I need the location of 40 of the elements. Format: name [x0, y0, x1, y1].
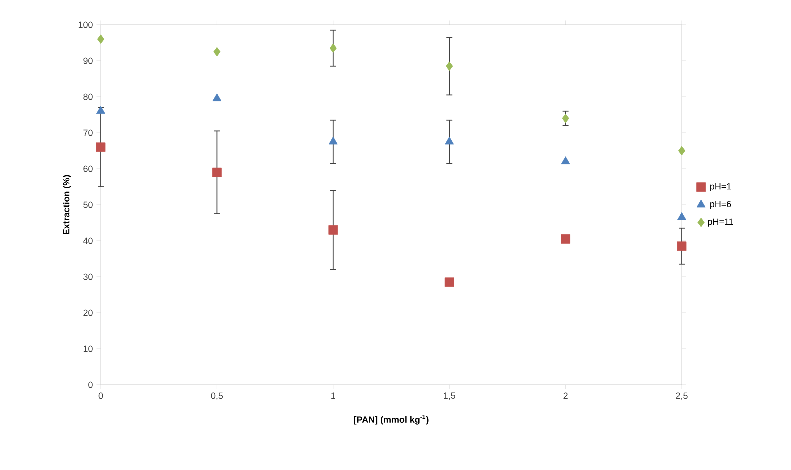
- point: [677, 242, 687, 252]
- x-axis-title: [PAN] (mmol kg$^{-1}$): [354, 414, 429, 425]
- y-tick-label: 90: [84, 58, 93, 64]
- legend-label: pH=1: [710, 183, 732, 192]
- point: [561, 234, 570, 244]
- point: [677, 212, 687, 220]
- point: [212, 94, 222, 102]
- point: [562, 114, 570, 124]
- point: [214, 47, 221, 57]
- x-tick-label: 0,5: [211, 392, 224, 400]
- point: [678, 146, 686, 156]
- x-tick-label: 2: [564, 392, 568, 400]
- point: [561, 156, 570, 164]
- point: [328, 136, 338, 145]
- y-tick-label: 80: [84, 94, 93, 100]
- x-tick-label: 2,5: [676, 392, 688, 400]
- point: [444, 278, 454, 288]
- legend-label: pH=6: [710, 201, 732, 210]
- y-tick-label: 70: [84, 130, 93, 136]
- y-tick-label: 10: [84, 346, 93, 352]
- y-tick-label: 50: [84, 202, 93, 208]
- x-tick-label: 1,5: [444, 392, 456, 400]
- point: [96, 106, 106, 114]
- y-tick-label: 0: [88, 382, 93, 388]
- point: [446, 62, 454, 72]
- point: [330, 44, 337, 54]
- y-axis-title: Extraction (%): [63, 175, 72, 235]
- y-tick-label: 20: [84, 310, 93, 316]
- y-tick-label: 60: [84, 166, 93, 172]
- legend-label: pH=11: [708, 218, 734, 227]
- point: [212, 168, 222, 178]
- point: [97, 34, 105, 44]
- x-tick-label: 1: [332, 392, 336, 399]
- point: [445, 136, 454, 145]
- y-tick-label: 100: [78, 22, 93, 28]
- y-tick-label: 40: [83, 238, 93, 244]
- point: [328, 226, 338, 235]
- point: [96, 142, 106, 152]
- y-tick-label: 30: [84, 274, 93, 280]
- x-tick-label: 0: [98, 392, 104, 400]
